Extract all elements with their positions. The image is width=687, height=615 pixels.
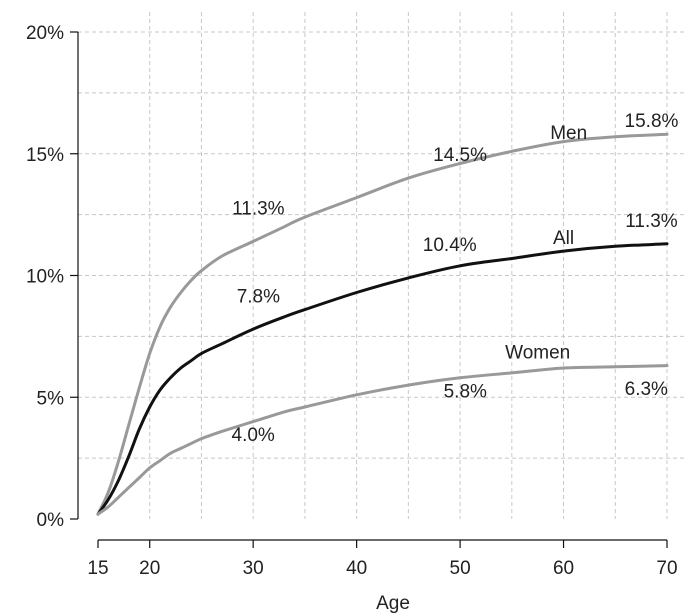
y-tick-label: 5% [37,388,65,409]
x-tick-label: 60 [553,558,574,579]
data-label: Women [505,342,570,363]
y-tick-label: 20% [26,23,64,44]
y-tick-label: 0% [37,510,65,531]
series [96,132,669,516]
x-tick-label: 40 [346,558,367,579]
data-label: 11.3% [625,211,678,232]
axes [77,32,667,541]
grid [78,12,687,519]
data-label: 14.5% [433,145,487,166]
x-tick-label: 15 [87,558,108,579]
series-line-women [96,364,669,516]
data-label: 5.8% [444,381,487,402]
data-label: 4.0% [232,425,275,446]
data-label: 11.3% [232,199,285,220]
data-label: All [553,228,574,249]
y-tick-label: 15% [26,145,64,166]
annotations: Men 15.8% 14.5% 11.3% All 11.3% 10.4% 7.8% Women… [232,111,679,446]
y-tick-label: 10% [26,267,64,288]
x-tick-label: 70 [656,558,677,579]
data-label: Men [550,123,587,144]
data-label: 7.8% [237,286,280,307]
ticks: 0% 5% 10% 15% 20% 15 20 30 40 50 60 70 [26,23,678,579]
x-tick-label: 30 [243,558,264,579]
x-tick-label: 50 [450,558,471,579]
series-line-all [96,242,669,516]
x-tick-label: 20 [139,558,160,579]
data-label: 10.4% [423,235,477,256]
data-label: 15.8% [625,111,679,132]
data-label: 6.3% [625,379,668,400]
series-line-men [96,132,669,516]
x-axis-title: Age [376,593,410,614]
